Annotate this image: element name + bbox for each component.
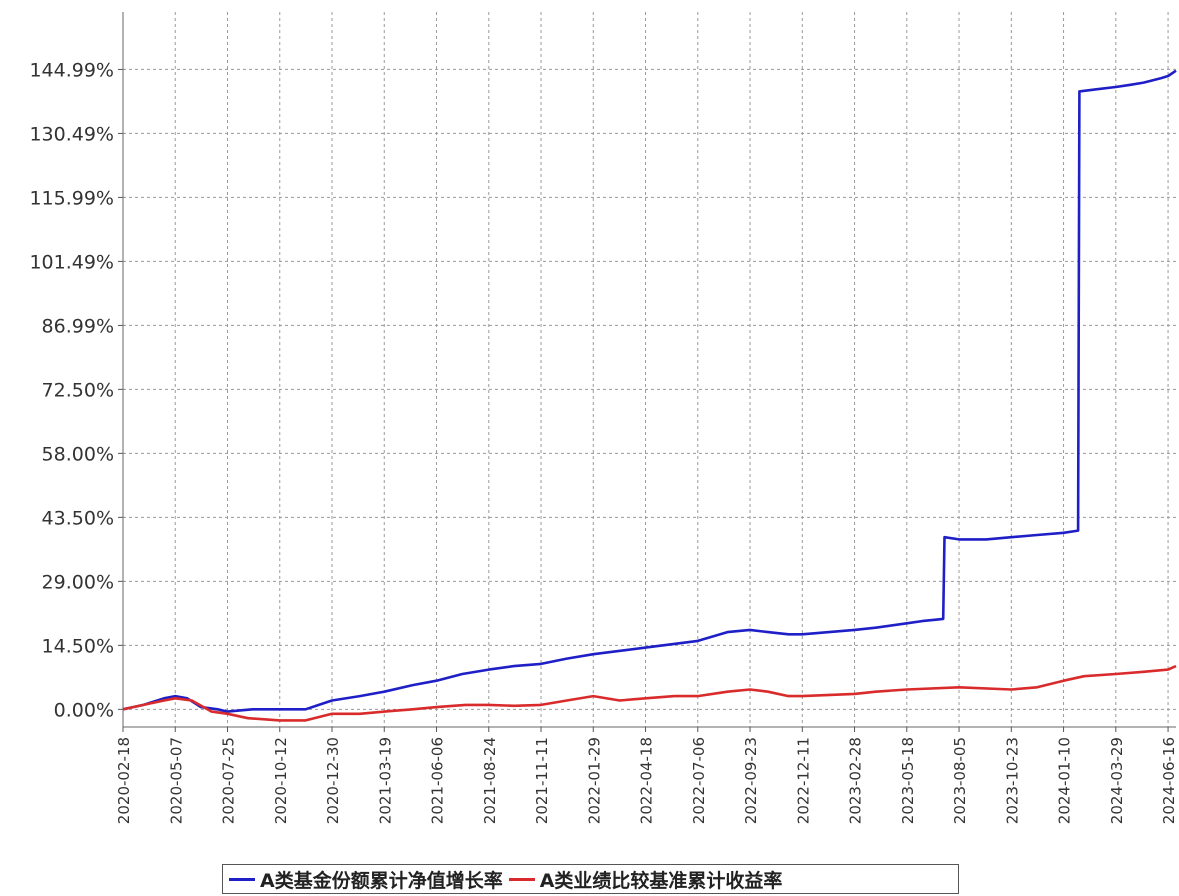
y-tick-label: 72.50% xyxy=(42,379,114,401)
x-tick-label: 2022-04-18 xyxy=(638,737,656,824)
series-line-fund xyxy=(122,69,1177,713)
y-tick-label: 29.00% xyxy=(42,571,114,593)
x-tick-label: 2023-05-18 xyxy=(899,737,917,824)
y-tick-label: 58.00% xyxy=(42,443,114,465)
legend-label-fund: A类基金份额累计净值增长率 xyxy=(260,869,503,892)
x-tick-label: 2022-01-29 xyxy=(585,737,603,824)
y-tick-label: 101.49% xyxy=(29,251,114,273)
y-tick-label: 0.00% xyxy=(54,699,114,721)
y-tick-label: 86.99% xyxy=(42,315,114,337)
y-tick-label: 115.99% xyxy=(29,187,114,209)
legend-item-fund: A类基金份额累计净值增长率 xyxy=(229,866,503,893)
x-tick-label: 2022-09-23 xyxy=(742,737,760,824)
x-tick-label: 2020-12-30 xyxy=(324,737,342,824)
x-tick-label: 2022-07-06 xyxy=(690,737,708,824)
legend-item-benchmark: A类业绩比较基准累计收益率 xyxy=(508,866,783,893)
x-tick-label: 2021-11-11 xyxy=(533,737,551,824)
x-tick-label: 2020-10-12 xyxy=(272,737,290,824)
x-tick-label: 2021-06-06 xyxy=(429,737,447,824)
y-tick-label: 43.50% xyxy=(42,507,114,529)
x-tick-label: 2021-08-24 xyxy=(481,737,499,824)
x-tick-label: 2024-03-29 xyxy=(1108,737,1126,824)
x-tick-label: 2022-12-11 xyxy=(794,737,812,824)
line-chart: 0.00% 14.50% 29.00% 43.50% 58.00% 72.50% 86.99… xyxy=(29,12,1178,824)
plot-area xyxy=(123,12,1176,727)
series-line-benchmark xyxy=(122,664,1177,722)
x-tick-label: 2023-08-05 xyxy=(951,737,969,824)
legend-label-benchmark: A类业绩比较基准累计收益率 xyxy=(539,869,783,892)
x-tick-label: 2020-05-07 xyxy=(167,737,185,824)
legend-swatch-fund xyxy=(229,877,255,881)
x-tick-label: 2023-10-23 xyxy=(1003,737,1021,824)
x-tick-label: 2020-07-25 xyxy=(220,737,238,824)
y-tick-label: 14.50% xyxy=(42,635,114,657)
y-tick-label: 144.99% xyxy=(29,59,114,81)
x-tick-label: 2021-03-19 xyxy=(376,737,394,824)
chart-legend: A类基金份额累计净值增长率 A类业绩比较基准累计收益率 xyxy=(222,864,959,894)
x-tick-label: 2024-06-16 xyxy=(1160,737,1178,824)
y-tick-label: 130.49% xyxy=(29,123,114,145)
x-tick-label: 2020-02-18 xyxy=(115,737,133,824)
legend-swatch-benchmark xyxy=(508,877,535,881)
x-tick-label: 2023-02-28 xyxy=(847,737,865,824)
x-tick-label: 2024-01-10 xyxy=(1056,737,1074,824)
